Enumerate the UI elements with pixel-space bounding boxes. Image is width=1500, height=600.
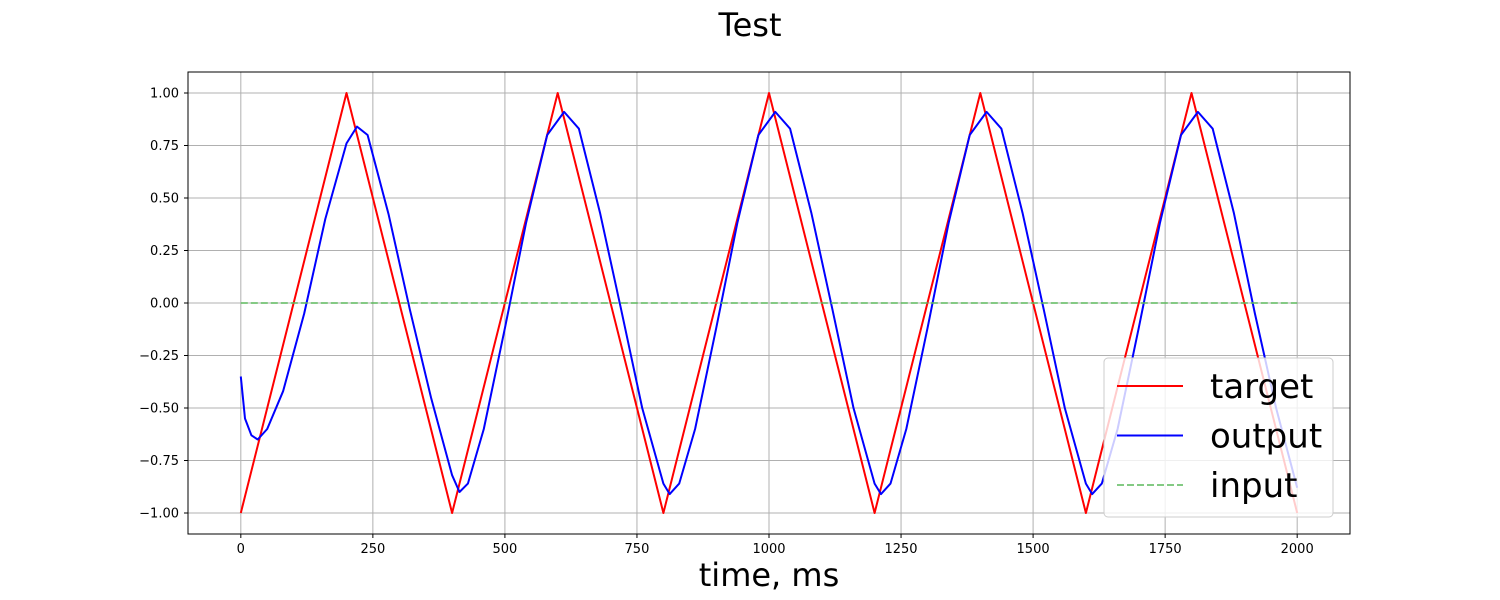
legend-label-output: output <box>1210 417 1322 457</box>
x-axis-label: time, ms <box>698 556 840 594</box>
x-tick-label: 500 <box>492 542 517 557</box>
ticks: 0 250 500 750 1000 1250 1500 1750 2000 1.00 0.75 0.… <box>139 87 1314 558</box>
x-tick-label: 0 <box>237 542 245 557</box>
x-tick-label: 1250 <box>884 542 917 557</box>
y-tick-label: −0.50 <box>139 402 179 417</box>
y-tick-label: −0.25 <box>139 349 179 364</box>
y-tick-label: −0.75 <box>139 454 179 469</box>
x-tick-label: 1000 <box>752 542 785 557</box>
y-tick-label: 0.25 <box>150 244 179 259</box>
x-tick-label: 1500 <box>1017 542 1050 557</box>
y-tick-label: 0.75 <box>150 139 179 154</box>
legend: target output input <box>1103 357 1334 518</box>
x-tick-label: 1750 <box>1149 542 1182 557</box>
series-line-output <box>239 110 1299 496</box>
x-tick-label: 750 <box>625 542 650 557</box>
legend-label-target: target <box>1210 367 1313 407</box>
x-tick-label: 250 <box>360 542 385 557</box>
y-tick-label: 0.00 <box>150 297 179 312</box>
chart-title: Test <box>718 6 782 44</box>
legend-label-input: input <box>1210 466 1297 506</box>
y-tick-label: 1.00 <box>150 87 179 102</box>
y-tick-label: 0.50 <box>150 192 179 207</box>
x-tick-label: 2000 <box>1281 542 1314 557</box>
y-tick-label: −1.00 <box>139 507 179 522</box>
legend-box <box>1103 357 1334 518</box>
